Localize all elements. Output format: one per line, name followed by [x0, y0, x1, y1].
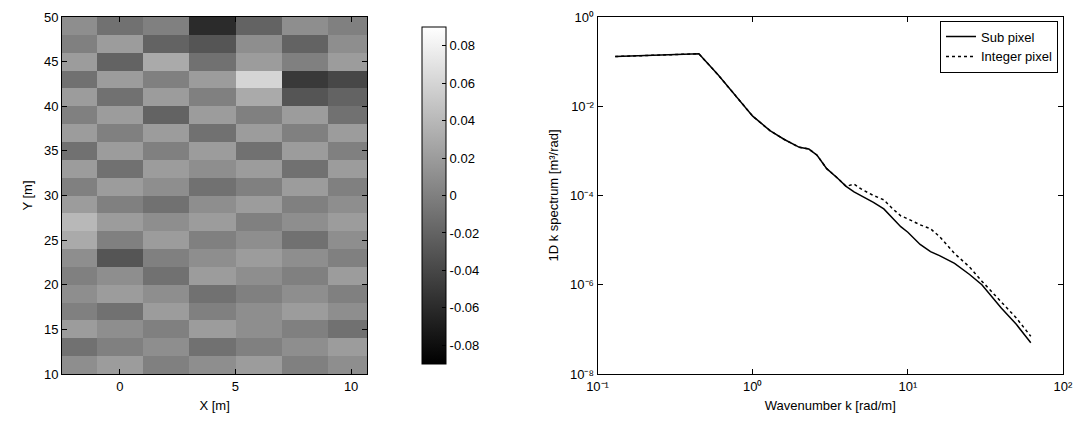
- svg-text:25: 25: [44, 233, 58, 248]
- svg-text:-0.04: -0.04: [450, 263, 480, 278]
- svg-text:35: 35: [44, 143, 58, 158]
- svg-text:10⁻⁸: 10⁻⁸: [570, 367, 594, 382]
- svg-text:40: 40: [44, 99, 58, 114]
- svg-text:Sub pixel: Sub pixel: [981, 30, 1035, 45]
- svg-text:10⁰: 10⁰: [574, 10, 593, 25]
- svg-text:0: 0: [116, 379, 123, 394]
- svg-text:10: 10: [344, 379, 358, 394]
- svg-text:30: 30: [44, 188, 58, 203]
- svg-text:-0.02: -0.02: [450, 225, 480, 240]
- svg-text:X [m]: X [m]: [199, 398, 229, 413]
- svg-text:10⁻⁶: 10⁻⁶: [570, 277, 594, 292]
- svg-text:10⁻⁴: 10⁻⁴: [570, 188, 594, 203]
- svg-text:15: 15: [44, 322, 58, 337]
- svg-text:0.02: 0.02: [450, 151, 475, 166]
- svg-text:Y [m]: Y [m]: [20, 180, 35, 210]
- svg-text:10⁰: 10⁰: [743, 379, 762, 394]
- svg-text:10¹: 10¹: [898, 379, 917, 394]
- svg-text:10⁻²: 10⁻²: [571, 99, 594, 114]
- svg-text:10²: 10²: [1054, 379, 1073, 394]
- svg-text:50: 50: [44, 10, 58, 25]
- svg-text:45: 45: [44, 54, 58, 69]
- svg-text:20: 20: [44, 277, 58, 292]
- svg-text:10: 10: [44, 367, 58, 382]
- svg-text:-0.06: -0.06: [450, 300, 480, 315]
- svg-text:0.04: 0.04: [450, 113, 475, 128]
- svg-text:0.06: 0.06: [450, 76, 475, 91]
- svg-text:1D k spectrum [m³/rad]: 1D k spectrum [m³/rad]: [546, 129, 561, 261]
- svg-text:Integer pixel: Integer pixel: [981, 49, 1052, 64]
- svg-text:Wavenumber k [rad/m]: Wavenumber k [rad/m]: [765, 398, 896, 413]
- svg-text:0.08: 0.08: [450, 38, 475, 53]
- svg-text:10⁻¹: 10⁻¹: [586, 379, 609, 394]
- svg-text:5: 5: [232, 379, 239, 394]
- svg-text:-0.08: -0.08: [450, 338, 480, 353]
- svg-text:0: 0: [450, 188, 457, 203]
